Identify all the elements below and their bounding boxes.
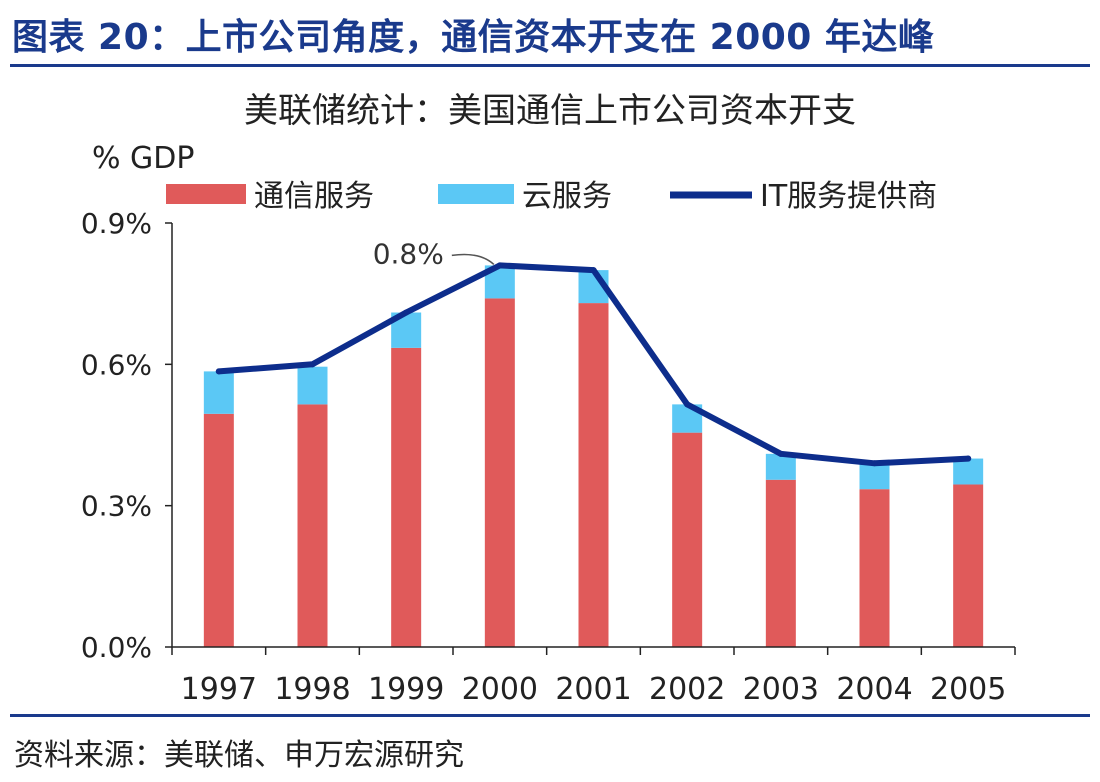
bar-telecom [672, 432, 703, 647]
header-divider [10, 64, 1090, 67]
line-point [309, 361, 316, 368]
x-axis: 1997 1998 1999 2000 2001 2002 2003 2004 2005 [171, 646, 1016, 707]
y-tick-label: 0.3% [81, 490, 152, 523]
y-tick-label: 0.6% [81, 348, 152, 381]
line-point [871, 460, 878, 467]
x-tick-label: 1997 [181, 672, 257, 707]
x-tick-label: 2001 [555, 672, 631, 707]
line-point [777, 450, 784, 457]
it-services-line [215, 262, 972, 467]
legend-label-cloud: 云服务 [522, 179, 612, 214]
y-axis: 0.0% 0.3% 0.6% 0.9% [81, 207, 173, 664]
annotations: 0.8% [373, 237, 495, 270]
line-point [215, 368, 222, 375]
legend-swatch-telecom [166, 184, 246, 204]
line-point [684, 401, 691, 408]
legend-label-telecom: 通信服务 [254, 179, 374, 214]
x-tick-label: 1999 [368, 672, 444, 707]
legend: 通信服务 云服务 IT服务提供商 [166, 179, 937, 214]
x-tick-label: 2004 [836, 672, 912, 707]
stacked-bar-line-chart: 美联储统计：美国通信上市公司资本开支 % GDP 通信服务 云服务 IT服务提供商 … [81, 91, 1016, 707]
line-point [590, 267, 597, 274]
bar-telecom [578, 303, 609, 647]
bar-telecom [203, 413, 234, 647]
page-title: 图表 20：上市公司角度，通信资本开支在 2000 年达峰 [12, 17, 935, 58]
y-tick-label: 0.9% [81, 207, 152, 240]
line-point [403, 309, 410, 316]
bar-cloud [297, 366, 328, 405]
x-tick-label: 2000 [462, 672, 538, 707]
bar-telecom [765, 479, 796, 647]
footer-divider [10, 714, 1090, 717]
bar-cloud [203, 371, 234, 414]
bar-telecom [859, 489, 890, 647]
x-tick-label: 2002 [649, 672, 725, 707]
bar-cloud [953, 458, 984, 485]
x-tick-label: 2003 [743, 672, 819, 707]
legend-swatch-cloud [438, 184, 514, 204]
x-tick-label: 1998 [274, 672, 350, 707]
line-point [965, 455, 972, 462]
bar-telecom [484, 298, 515, 647]
chart-title: 美联储统计：美国通信上市公司资本开支 [244, 91, 856, 131]
source-note: 资料来源：美联储、申万宏源研究 [14, 738, 464, 773]
bar-telecom [297, 404, 328, 647]
legend-label-it-line: IT服务提供商 [760, 179, 937, 214]
bar-cloud [765, 453, 796, 480]
bar-telecom [953, 484, 984, 647]
bars [203, 265, 984, 647]
y-tick-label: 0.0% [81, 631, 152, 664]
line-point [496, 262, 503, 269]
bar-telecom [391, 347, 422, 647]
annotation-label: 0.8% [373, 237, 444, 270]
bar-cloud [859, 463, 890, 490]
y-axis-label: % GDP [92, 141, 194, 176]
x-tick-label: 2005 [930, 672, 1006, 707]
annotation-leader [451, 253, 495, 265]
